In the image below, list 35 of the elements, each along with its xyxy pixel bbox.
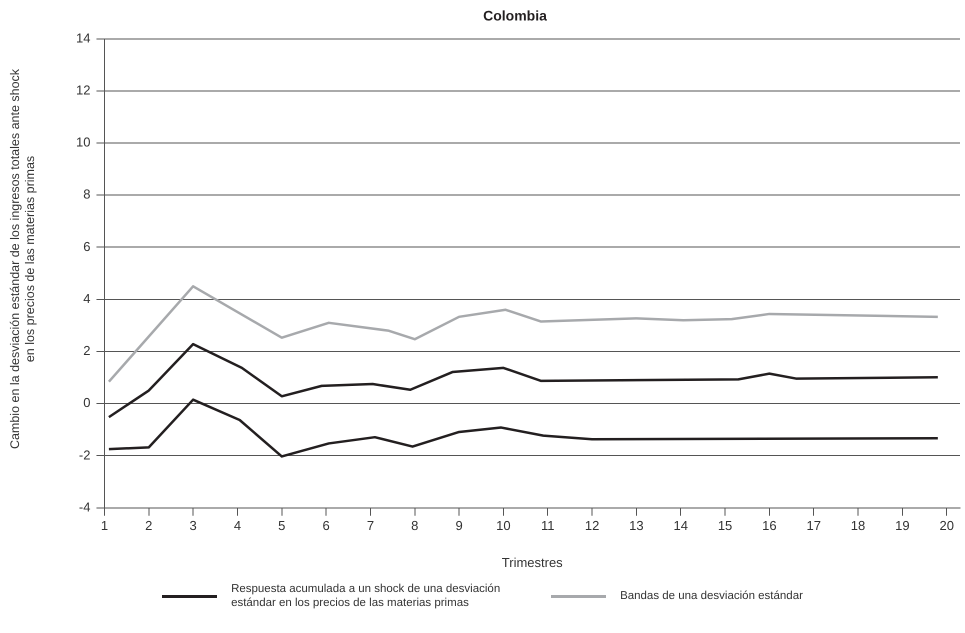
y-tick-label: 2 (83, 343, 90, 358)
x-tick-label: 5 (278, 518, 286, 534)
x-tick-label: 18 (850, 518, 866, 534)
legend-label: Bandas de una desviación estándar (620, 589, 803, 603)
x-tick-label: 10 (496, 518, 511, 534)
x-tick-label: 4 (234, 518, 242, 534)
legend-label: Respuesta acumulada a un shock de una desviación estándar en los precios de las materias primas (231, 582, 502, 610)
x-tick-label: 1 (100, 518, 108, 534)
y-axis-title: Cambio en la desviación estándar de los ingresos totales ante shock en los precios de las materias primas (8, 68, 38, 452)
x-tick-label: 19 (895, 518, 910, 534)
x-tick-label: 12 (584, 518, 600, 534)
x-axis-title: Trimestres (502, 554, 564, 570)
x-tick-label: 17 (806, 518, 821, 534)
x-tick-label: 20 (939, 518, 954, 534)
x-tick-label: 8 (411, 518, 418, 534)
y-tick-label: -4 (78, 499, 90, 514)
y-tick-label: 12 (76, 82, 90, 98)
x-tick-label: 11 (540, 518, 554, 534)
y-tick-label: 14 (76, 30, 90, 46)
chart-title: Colombia (483, 7, 548, 24)
x-tick-label: 6 (322, 518, 330, 534)
y-tick-label: 8 (83, 186, 90, 202)
x-tick-label: 15 (718, 518, 732, 534)
x-tick-label: 7 (366, 518, 374, 534)
y-tick-label: 6 (83, 238, 90, 254)
y-tick-label: 10 (76, 134, 90, 150)
x-tick-label: 3 (190, 518, 197, 534)
y-tick-label: 4 (83, 290, 90, 306)
y-tick-label: -2 (78, 447, 90, 462)
x-tick-label: 13 (629, 518, 644, 534)
x-tick-label: 2 (145, 518, 152, 534)
x-tick-label: 14 (673, 518, 688, 534)
y-tick-label: 0 (83, 395, 90, 410)
x-tick-label: 16 (762, 518, 777, 534)
x-tick-label: 9 (455, 518, 463, 534)
